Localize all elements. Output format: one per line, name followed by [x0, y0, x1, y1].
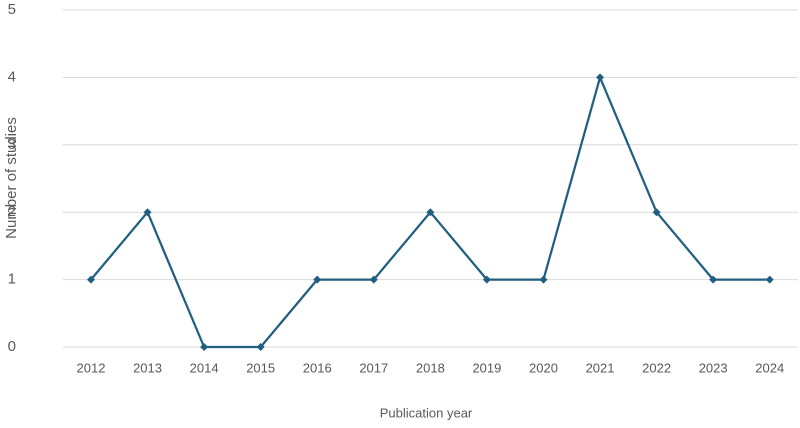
y-tick-label: 1	[8, 271, 16, 288]
x-axis-title: Publication year	[380, 405, 473, 420]
marker	[652, 208, 661, 217]
y-tick-label: 3	[8, 136, 16, 153]
x-tick-label: 2022	[642, 360, 671, 375]
x-tick-label: 2023	[699, 360, 728, 375]
marker	[256, 343, 265, 351]
marker	[313, 275, 322, 284]
y-tick-label: 4	[8, 68, 16, 85]
marker	[200, 343, 209, 351]
x-tick-label: 2013	[133, 360, 162, 375]
marker	[709, 275, 718, 284]
marker	[369, 275, 378, 284]
x-tick-label: 2017	[359, 360, 388, 375]
marker	[596, 73, 605, 82]
marker	[482, 275, 491, 284]
x-tick-label: 2024	[755, 360, 784, 375]
marker	[86, 275, 95, 284]
x-tick-label: 2014	[190, 360, 219, 375]
x-tick-label: 2021	[586, 360, 615, 375]
x-tick-label: 2019	[472, 360, 501, 375]
marker	[539, 275, 548, 284]
y-tick-label: 5	[8, 1, 16, 18]
x-tick-label: 2018	[416, 360, 445, 375]
x-tick-label: 2012	[77, 360, 106, 375]
y-axis-title: Number of studies	[3, 117, 20, 239]
x-tick-label: 2016	[303, 360, 332, 375]
marker	[426, 208, 435, 217]
y-tick-label: 0	[8, 338, 16, 355]
marker	[143, 208, 152, 217]
y-tick-label: 2	[8, 203, 16, 220]
x-tick-label: 2015	[246, 360, 275, 375]
x-tick-label: 2020	[529, 360, 558, 375]
marker	[765, 275, 774, 284]
